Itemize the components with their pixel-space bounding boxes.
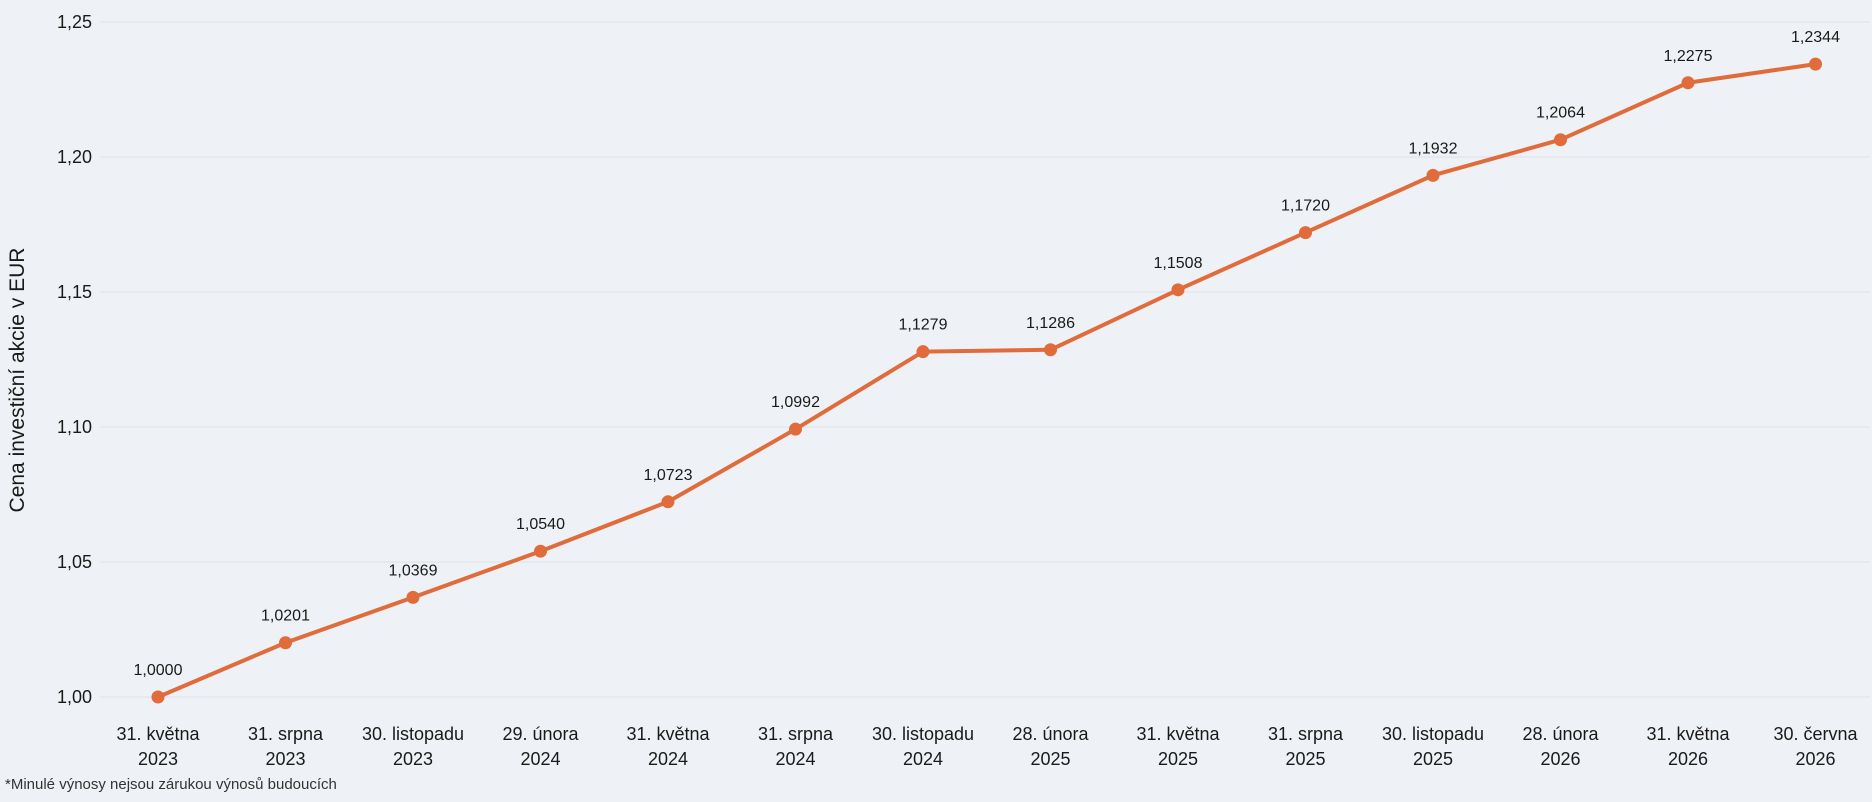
x-tick-label: 31. srpna	[1268, 724, 1344, 744]
data-point	[534, 544, 547, 558]
x-tick-label: 30. června	[1773, 724, 1858, 744]
data-label: 1,1720	[1281, 198, 1330, 215]
x-tick-label: 29. února	[502, 724, 579, 744]
y-tick-label: 1,25	[57, 12, 92, 32]
y-tick-label: 1,15	[57, 282, 92, 302]
data-point	[1299, 226, 1312, 240]
x-tick-label-year: 2023	[265, 749, 305, 769]
series-line	[156, 62, 1818, 699]
x-tick-label-year: 2024	[775, 749, 815, 769]
data-point	[1809, 57, 1822, 71]
data-point	[661, 495, 675, 509]
x-tick-label: 31. května	[1646, 724, 1730, 744]
data-label: 1,0723	[644, 467, 693, 484]
x-axis-tick-labels: 31. května 2023 31. srpna 2023 30. listopadu…	[116, 724, 1858, 769]
x-tick-label: 30. listopadu	[362, 724, 464, 744]
y-axis-tick-labels: 1,00 1,05 1,10 1,15 1,20 1,25	[57, 12, 92, 707]
x-tick-label-year: 2026	[1668, 749, 1708, 769]
data-points	[151, 57, 1822, 704]
data-label: 1,1279	[899, 317, 948, 334]
x-tick-label-year: 2024	[520, 749, 560, 769]
data-point	[1681, 76, 1695, 90]
data-point	[1426, 168, 1440, 182]
x-tick-label: 31. května	[116, 724, 200, 744]
x-tick-label-year: 2025	[1413, 749, 1453, 769]
x-tick-label: 31. srpna	[248, 724, 324, 744]
x-tick-label-year: 2025	[1285, 749, 1325, 769]
data-label: 1,1508	[1154, 255, 1203, 272]
x-tick-label-year: 2025	[1158, 749, 1198, 769]
data-point	[789, 422, 802, 436]
y-tick-label: 1,10	[57, 417, 92, 437]
x-tick-label-year: 2023	[138, 749, 178, 769]
series-line-layer	[156, 62, 1818, 699]
data-label: 1,2344	[1791, 29, 1840, 46]
x-tick-label-year: 2026	[1540, 749, 1580, 769]
x-tick-label: 30. listopadu	[872, 724, 974, 744]
data-label: 1,0369	[389, 562, 438, 579]
data-label: 1,1932	[1409, 140, 1458, 157]
x-tick-label: 28. února	[1012, 724, 1089, 744]
x-tick-label: 31. srpna	[758, 724, 834, 744]
data-point	[151, 690, 165, 704]
chart-svg: 1,001,051,101,151,201,25 31. května20233…	[6, 12, 1870, 769]
y-tick-label: 1,20	[57, 147, 92, 167]
data-point	[279, 636, 292, 650]
data-point	[1554, 133, 1567, 147]
x-tick-label: 30. listopadu	[1382, 724, 1484, 744]
x-tick-label-year: 2023	[393, 749, 433, 769]
data-point	[916, 345, 930, 359]
data-point	[1044, 343, 1057, 357]
data-label: 1,2064	[1536, 105, 1585, 122]
x-tick-label-year: 2024	[903, 749, 943, 769]
x-tick-label: 28. února	[1522, 724, 1599, 744]
grid-lines	[100, 21, 1870, 698]
x-tick-label-year: 2024	[648, 749, 688, 769]
y-tick-label: 1,05	[57, 552, 92, 572]
data-labels: 1,0000 1,0201 1,0369 1,0540 1,0723 1,0992 1,12…	[134, 29, 1841, 679]
data-label: 1,1286	[1026, 315, 1075, 332]
data-label: 1,0000	[134, 662, 183, 679]
x-tick-label-year: 2026	[1795, 749, 1835, 769]
x-tick-label-year: 2025	[1030, 749, 1070, 769]
data-label: 1,0540	[516, 516, 565, 533]
y-tick-label: 1,00	[57, 687, 92, 707]
data-point	[406, 590, 420, 604]
data-label: 1,2275	[1664, 48, 1713, 65]
footnote: *Minulé výnosy nejsou zárukou výnosů bud…	[5, 776, 337, 793]
x-tick-label: 31. května	[626, 724, 710, 744]
data-label: 1,0201	[261, 608, 310, 625]
y-axis-label: Cena investiční akcie v EUR	[6, 248, 29, 513]
data-label: 1,0992	[771, 394, 820, 411]
x-tick-label: 31. května	[1136, 724, 1220, 744]
data-point	[1171, 283, 1185, 297]
